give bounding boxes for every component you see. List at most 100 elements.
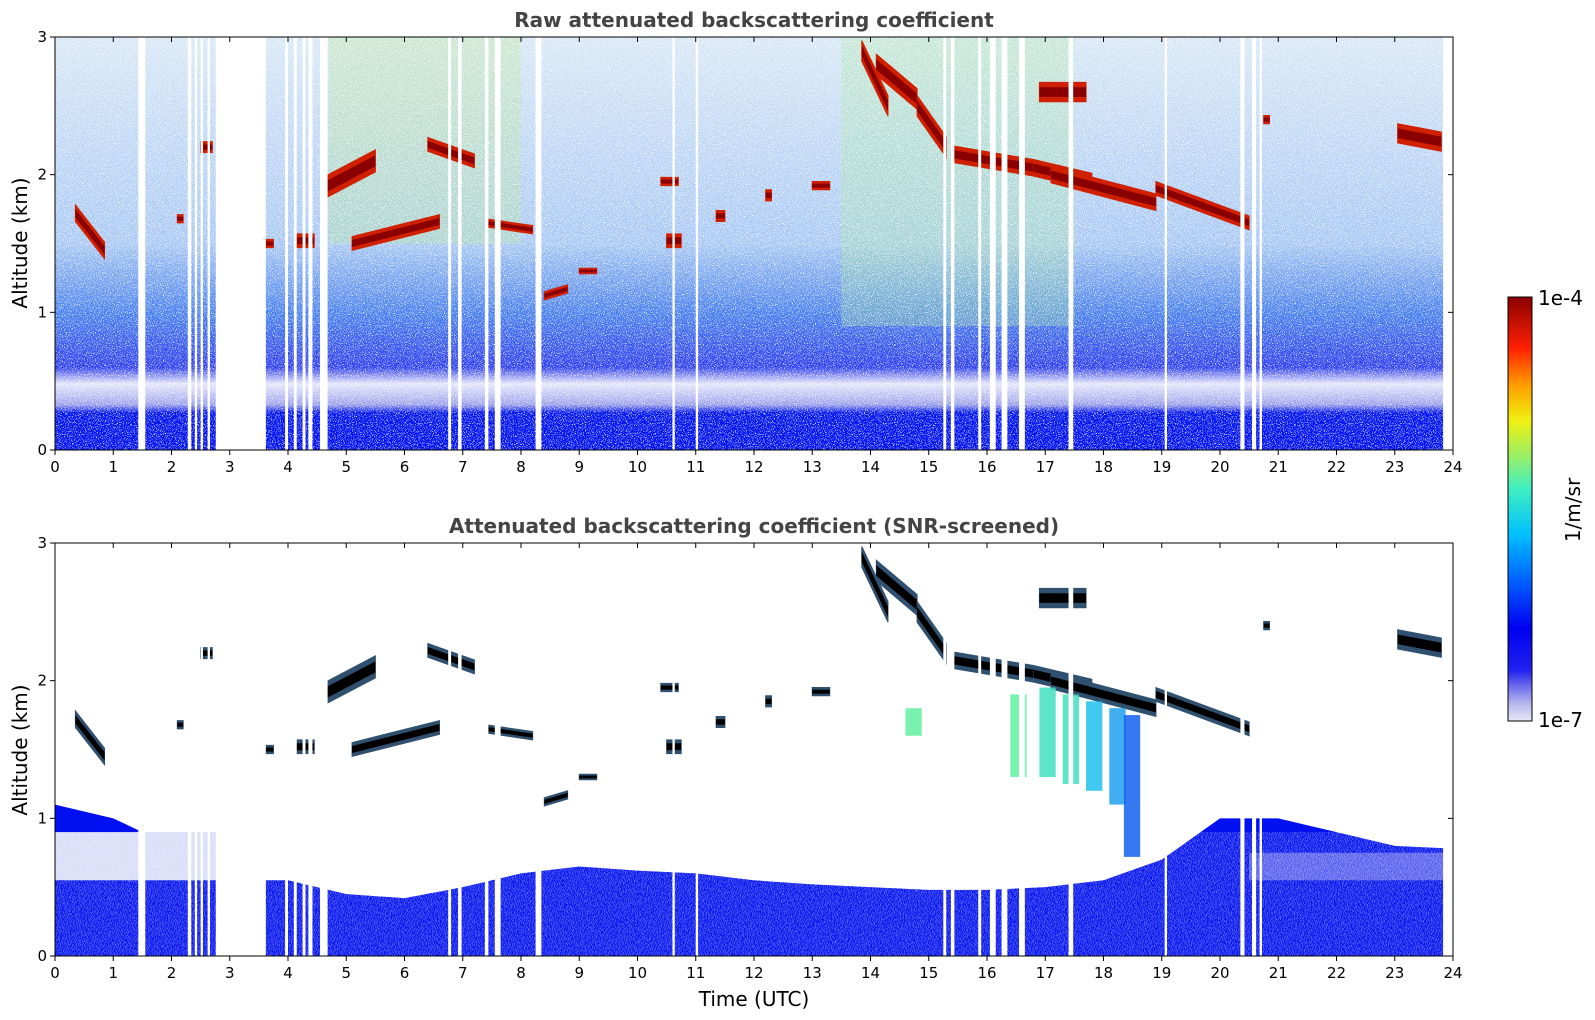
data-gap	[1259, 37, 1262, 450]
data-gap	[207, 37, 210, 450]
x-tick-label: 7	[458, 458, 468, 476]
x-tick-label: 14	[861, 964, 880, 982]
y-tick-label: 2	[37, 672, 47, 690]
cloud-layer-core	[322, 661, 376, 700]
x-tick-label: 10	[628, 964, 647, 982]
cloud-layer-core	[716, 213, 725, 219]
data-gap	[989, 543, 996, 956]
x-tick-label: 22	[1327, 964, 1346, 982]
cloud-layer-core	[660, 179, 679, 184]
x-tick-label: 22	[1327, 458, 1346, 476]
data-gap	[484, 543, 489, 956]
screened-data-gaps	[138, 543, 1453, 956]
x-tick-label: 17	[1036, 458, 1055, 476]
x-tick-label: 19	[1152, 458, 1171, 476]
x-tick-label: 3	[225, 964, 235, 982]
data-gap	[943, 543, 947, 956]
panel2-title: Attenuated backscattering coefficient (S…	[449, 514, 1059, 538]
x-tick-label: 9	[574, 458, 584, 476]
data-gap	[978, 543, 982, 956]
data-gap	[695, 543, 699, 956]
virga-streak	[905, 708, 922, 736]
x-tick-label: 8	[516, 964, 526, 982]
data-gap	[1164, 37, 1167, 450]
colorbar-min-label: 1e-7	[1538, 708, 1583, 732]
data-gap	[672, 543, 675, 956]
x-tick-label: 12	[744, 964, 763, 982]
x-tick-label: 5	[341, 964, 351, 982]
data-gap	[1001, 37, 1008, 450]
data-gap	[458, 543, 462, 956]
data-gap	[989, 37, 996, 450]
x-tick-label: 2	[167, 964, 177, 982]
x-tick-label: 5	[341, 458, 351, 476]
cloud-layer-core	[1039, 593, 1087, 603]
data-gap	[448, 37, 452, 450]
cloud-layer-core	[1397, 128, 1442, 147]
data-gap	[1019, 543, 1025, 956]
data-gap	[1443, 37, 1453, 450]
x-tick-label: 6	[400, 458, 410, 476]
cloud-layer-core	[1263, 117, 1270, 122]
x-tick-label: 18	[1094, 458, 1113, 476]
x-tick-label: 9	[574, 964, 584, 982]
data-gap	[207, 543, 210, 956]
virga-streak	[1109, 708, 1126, 805]
cloud-layer-core	[917, 606, 947, 659]
x-tick-label: 3	[225, 458, 235, 476]
raw-heatmap	[55, 37, 1453, 450]
x-tick-label: 0	[50, 964, 60, 982]
data-gap	[200, 37, 203, 450]
y-tick-label: 3	[37, 28, 47, 46]
data-gap	[1068, 543, 1074, 956]
x-tick-label: 1	[108, 458, 118, 476]
data-gap	[1001, 543, 1008, 956]
x-tick-label: 15	[919, 964, 938, 982]
x-tick-label: 4	[283, 458, 293, 476]
data-gap	[320, 543, 328, 956]
data-gap	[138, 37, 146, 450]
y-tick-label: 1	[37, 303, 47, 321]
panel1-y-axis: 0 1 2 3	[37, 28, 1453, 459]
x-tick-label: 12	[744, 458, 763, 476]
panel2-y-axis: 0 1 2 3	[37, 534, 1453, 965]
x-tick-label: 6	[400, 964, 410, 982]
cloud-layer-core	[1263, 623, 1270, 628]
cloud-layer-core	[861, 551, 888, 617]
cloud-layer-core	[177, 722, 184, 727]
x-tick-label: 7	[458, 964, 468, 982]
x-tick-label: 21	[1269, 964, 1288, 982]
x-tick-label: 10	[628, 458, 647, 476]
y-tick-label: 3	[37, 534, 47, 552]
data-gap	[950, 543, 955, 956]
data-gap	[215, 543, 266, 956]
data-gap	[1240, 37, 1245, 450]
data-gap	[494, 543, 501, 956]
x-tick-label: 11	[686, 964, 705, 982]
x-tick-label: 24	[1443, 458, 1462, 476]
data-gap	[320, 37, 328, 450]
cloud-layer-core	[716, 719, 725, 725]
cloud-layer-core	[1155, 690, 1250, 733]
cloud-layer-core	[765, 698, 772, 705]
colorbar-gradient	[1507, 296, 1533, 722]
x-tick-label: 16	[977, 458, 996, 476]
x-tick-label: 14	[861, 458, 880, 476]
virga-streak	[1039, 687, 1056, 778]
data-gap	[978, 37, 982, 450]
cloud-layer-core	[812, 689, 830, 694]
x-tick-label: 11	[686, 458, 705, 476]
data-gap	[285, 37, 288, 450]
panel2-ylabel: Altitude (km)	[8, 684, 32, 815]
cloud-layer-core	[812, 183, 830, 188]
raw-cloud-layers	[74, 40, 1442, 301]
data-gap	[535, 37, 542, 450]
data-gap	[535, 543, 542, 956]
y-tick-label: 1	[37, 809, 47, 827]
y-tick-label: 0	[37, 441, 47, 459]
cloud-layer-core	[876, 565, 918, 611]
data-gap	[194, 37, 198, 450]
data-gap	[484, 37, 489, 450]
cloud-layer-core	[75, 209, 105, 255]
